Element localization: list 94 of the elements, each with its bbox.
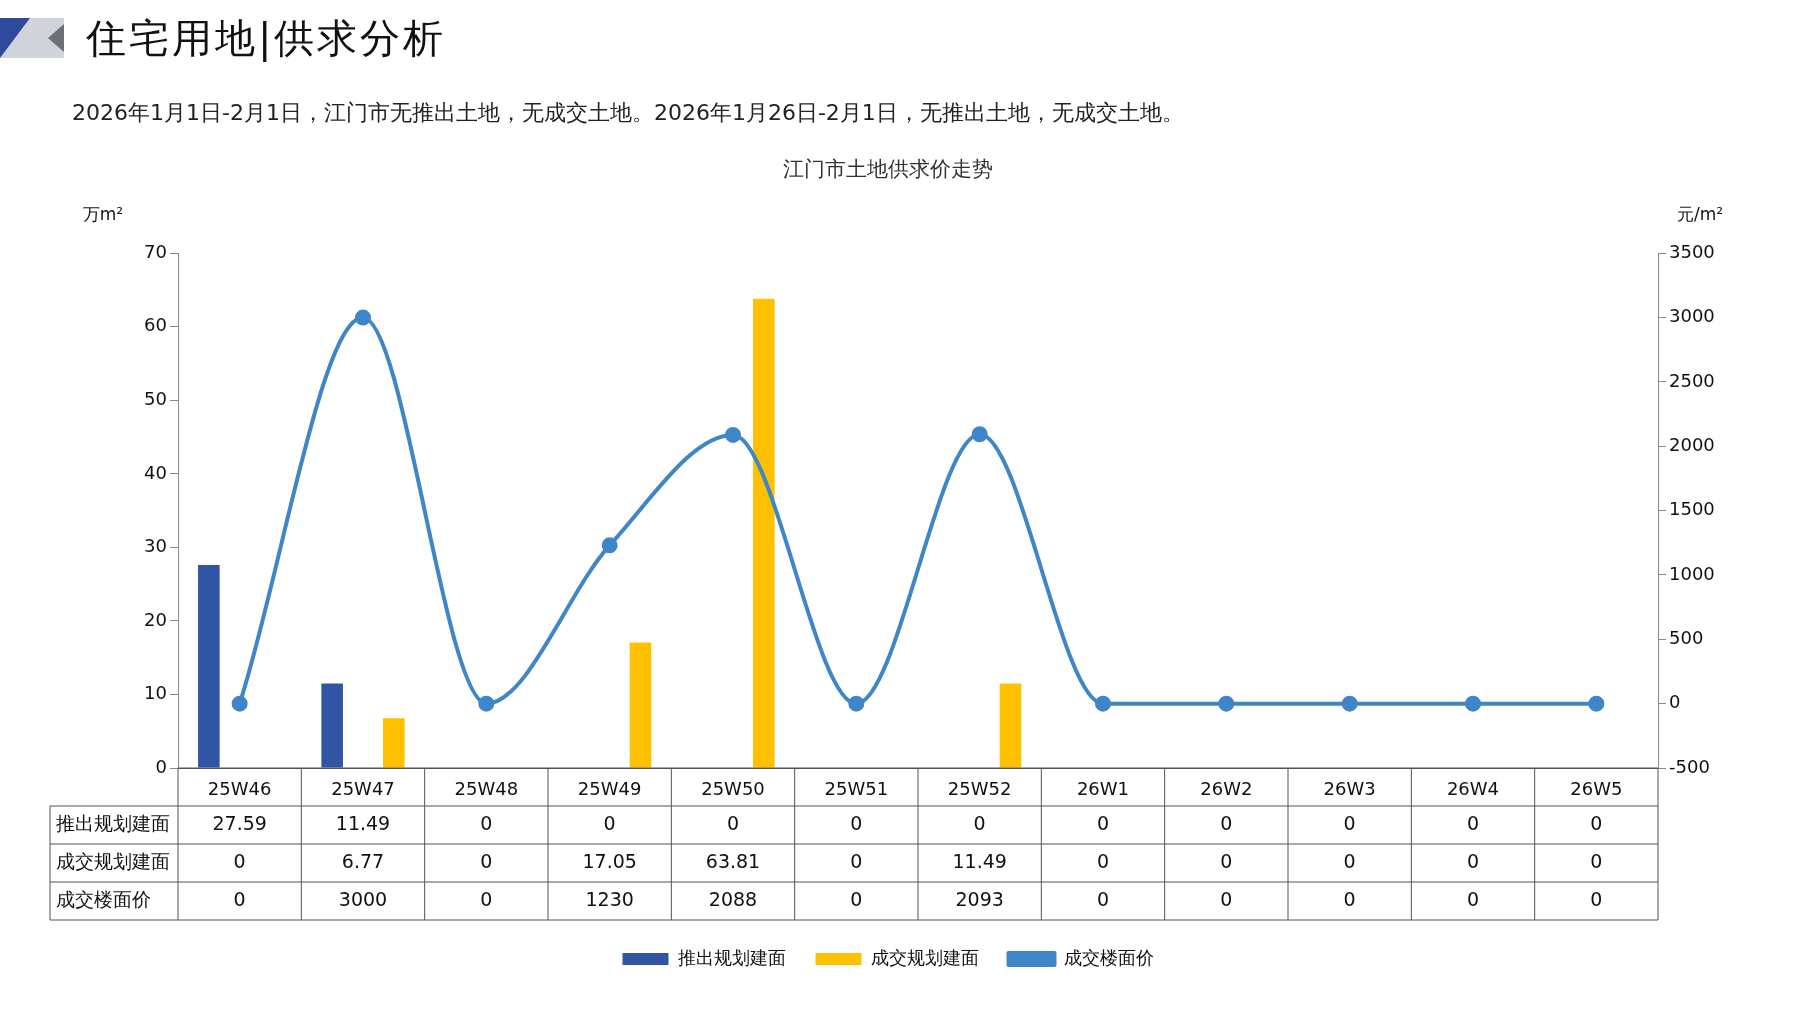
data-label: 0	[480, 849, 493, 872]
data-label: 0	[1590, 811, 1603, 834]
data-label: 0	[233, 887, 246, 910]
data-label: 0	[1466, 811, 1480, 834]
y2-tick-label: 500	[1669, 626, 1704, 648]
y2-tick-label: 2500	[1669, 369, 1715, 391]
data-label: 3000	[338, 887, 388, 910]
x-tick-label: 25W51	[824, 778, 889, 800]
point	[1095, 695, 1111, 712]
data-label: 0	[1343, 849, 1356, 872]
data-label: 0	[480, 811, 493, 834]
data-label: 0	[1220, 887, 1233, 910]
y-tick-label: 70	[144, 240, 167, 262]
legend-label: 成交规划建面	[870, 946, 979, 968]
y-tick-label: 20	[144, 608, 167, 630]
y2-tick-label: 3500	[1669, 240, 1715, 262]
data-label: 0	[1096, 849, 1110, 872]
y2-tick-label: 0	[1669, 691, 1681, 713]
x-tick-label: 26W1	[1076, 778, 1130, 800]
y-tick-label: 30	[144, 535, 167, 557]
bar	[999, 683, 1022, 768]
data-label: 11.49	[335, 811, 391, 834]
x-tick-label: 26W2	[1200, 778, 1253, 800]
data-label: 0	[1220, 849, 1233, 872]
data-label: 0	[850, 849, 863, 872]
point	[1218, 695, 1235, 712]
y2-tick-label: 2000	[1669, 433, 1715, 455]
data-label: 0	[1096, 887, 1110, 910]
legend-label: 推出规划建面	[677, 946, 786, 968]
y-tick-label: 10	[144, 682, 167, 704]
data-label: 0	[726, 811, 740, 834]
x-tick-label: 26W4	[1446, 778, 1500, 800]
chart-subtitle: 2026年1月1日-2月1日，江门市无推出土地，无成交土地。2026年1月26日-2月1日，无推出土地，无成交土地。	[72, 99, 1185, 127]
data-label: 11.49	[952, 849, 1007, 872]
y-axis-title: 万m²	[82, 203, 124, 224]
x-tick-label: 25W47	[331, 778, 395, 800]
y-tick-label: 40	[144, 461, 167, 483]
point	[725, 426, 741, 443]
point	[1465, 695, 1481, 712]
data-label: 1230	[585, 887, 634, 910]
y2-tick-label: -500	[1669, 755, 1710, 777]
point	[231, 695, 248, 712]
x-tick-label: 25W52	[947, 778, 1012, 800]
text: 成交楼面价	[56, 887, 151, 910]
data-label: 0	[233, 849, 246, 872]
data-label: 17.05	[582, 849, 637, 872]
text: 成交规划建面	[56, 849, 170, 872]
point	[848, 695, 865, 712]
x-tick-label: 25W50	[701, 778, 765, 800]
y-tick-label: 60	[144, 314, 167, 336]
y2-tick-label: 3000	[1669, 305, 1715, 327]
data-label: 27.59	[212, 811, 267, 834]
point	[478, 695, 495, 712]
x-tick-label: 25W49	[577, 778, 642, 800]
chart-title: 住宅用地|供求分析	[86, 13, 447, 64]
y2-tick-label: 1000	[1669, 562, 1715, 584]
data-label: 0	[1343, 811, 1356, 834]
point	[971, 426, 988, 443]
data-label: 0	[1590, 849, 1603, 872]
x-tick-label: 26W5	[1570, 778, 1623, 800]
bar	[383, 718, 405, 768]
y-tick-label: 50	[144, 387, 167, 409]
data-label: 2088	[708, 887, 758, 910]
x-tick-label: 25W46	[207, 778, 272, 800]
data-label: 2093	[955, 887, 1004, 910]
text: 推出规划建面	[56, 811, 170, 834]
data-label: 0	[850, 887, 863, 910]
data-label: 6.77	[341, 849, 385, 872]
data-label: 0	[1343, 887, 1356, 910]
bar	[629, 642, 652, 768]
data-label: 0	[1466, 887, 1480, 910]
y-tick-label: 0	[155, 755, 167, 777]
legend-label: 成交楼面价	[1063, 946, 1154, 968]
data-label: 0	[480, 887, 493, 910]
bar	[198, 565, 220, 768]
point	[355, 309, 371, 326]
x-tick-label: 26W3	[1323, 778, 1376, 800]
data-label: 63.81	[705, 849, 761, 872]
data-label: 0	[1466, 849, 1480, 872]
bar	[321, 683, 343, 768]
data-label: 0	[850, 811, 863, 834]
data-label: 0	[1096, 811, 1110, 834]
x-tick-label: 25W48	[454, 778, 519, 800]
y2-axis-title: 元/m²	[1676, 203, 1724, 224]
data-label: 0	[1590, 887, 1603, 910]
bar	[753, 298, 775, 768]
data-label: 0	[603, 811, 616, 834]
point	[1588, 695, 1605, 712]
point	[1341, 695, 1358, 712]
point	[601, 537, 618, 554]
data-label: 0	[973, 811, 986, 834]
y2-tick-label: 1500	[1669, 498, 1715, 520]
data-label: 0	[1220, 811, 1233, 834]
text: 江门市土地供求价走势	[783, 157, 993, 182]
